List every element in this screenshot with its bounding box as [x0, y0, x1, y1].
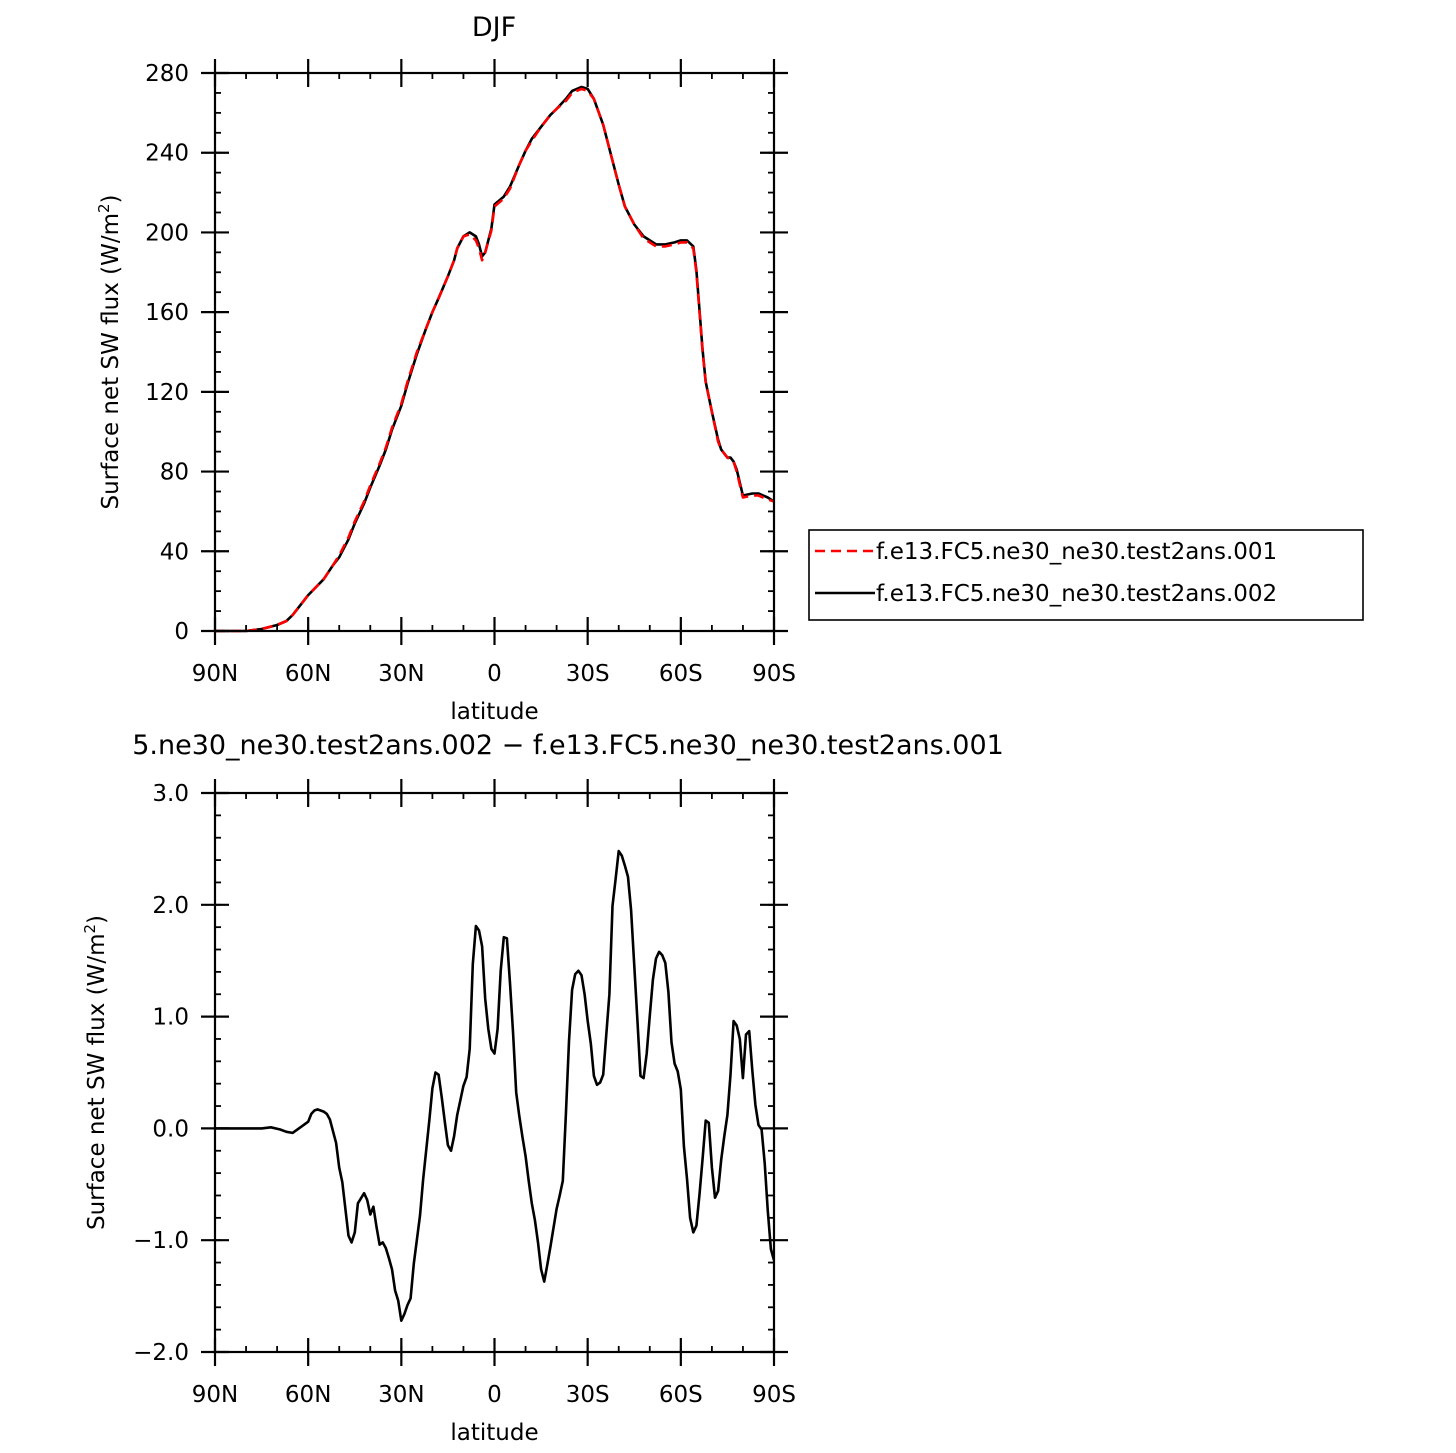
- legend-box: [808, 529, 1364, 621]
- y-tick-label: 80: [160, 460, 189, 486]
- x-tick-label: 90S: [752, 1382, 796, 1408]
- chart-title: 5.ne30_ne30.test2ans.002 − f.e13.FC5.ne3…: [132, 730, 1004, 761]
- y-tick-label: 200: [145, 220, 189, 246]
- chart-panel-1: DJF 0 40 80 120 160 200 240 280 90N 60N 30N 0 30S 60S 9…: [95, 12, 1364, 725]
- x-tick-label: 60N: [285, 661, 331, 687]
- x-tick-label: 30N: [378, 1382, 424, 1408]
- y-tick-label: 40: [160, 539, 189, 565]
- series-line-1: [215, 849, 774, 1322]
- y-tick-label: 240: [145, 141, 189, 167]
- x-tick-label: 90S: [752, 661, 796, 687]
- x-tick-label: 90N: [192, 661, 238, 687]
- x-tick-label: 30S: [566, 1382, 610, 1408]
- series-line-1: [215, 87, 774, 633]
- x-axis-label: latitude: [450, 699, 538, 725]
- y-tick-label: 0.0: [152, 1116, 189, 1142]
- legend-label-1: f.e13.FC5.ne30_ne30.test2ans.001: [876, 539, 1277, 565]
- y-tick-label: −1.0: [133, 1228, 189, 1254]
- y-tick-label: 2.0: [152, 893, 189, 919]
- y-tick-label: 1.0: [152, 1005, 189, 1031]
- plot-frame: [213, 791, 776, 1354]
- x-tick-label: 60S: [659, 1382, 703, 1408]
- y-axis-label-sup: 2: [95, 203, 113, 213]
- legend-label-2: f.e13.FC5.ne30_ne30.test2ans.002: [876, 581, 1277, 607]
- x-tick-label: 30N: [378, 661, 424, 687]
- y-axis-label-end: ): [98, 194, 124, 203]
- y-axis-label-main: Surface net SW flux (W/m: [98, 213, 124, 510]
- plot-frame: [213, 71, 776, 633]
- x-tick-label: 30S: [566, 661, 610, 687]
- y-axis-label: Surface net SW flux (W/m2): [81, 915, 110, 1230]
- y-axis-label-main: Surface net SW flux (W/m: [84, 934, 110, 1231]
- x-axis-label: latitude: [450, 1420, 538, 1446]
- x-tick-label: 60S: [659, 661, 703, 687]
- y-tick-label: 0: [174, 619, 189, 645]
- y-tick-label: 3.0: [152, 781, 189, 807]
- y-tick-label: 160: [145, 300, 189, 326]
- y-axis-label-sup: 2: [81, 924, 99, 934]
- x-tick-label: 0: [487, 1382, 502, 1408]
- y-tick-label: −2.0: [133, 1340, 189, 1366]
- legend: f.e13.FC5.ne30_ne30.test2ans.001 f.e13.FC…: [808, 529, 1364, 621]
- y-axis-label: Surface net SW flux (W/m2): [95, 194, 124, 509]
- x-tick-label: 90N: [192, 1382, 238, 1408]
- x-tick-label: 0: [487, 661, 502, 687]
- y-axis-label-end: ): [84, 915, 110, 924]
- y-tick-label: 120: [145, 380, 189, 406]
- series-line-2: [215, 85, 774, 633]
- chart-panel-2: 5.ne30_ne30.test2ans.002 − f.e13.FC5.ne3…: [81, 730, 1004, 1446]
- chart-title: DJF: [472, 12, 516, 43]
- x-tick-label: 60N: [285, 1382, 331, 1408]
- y-tick-label: 280: [145, 61, 189, 87]
